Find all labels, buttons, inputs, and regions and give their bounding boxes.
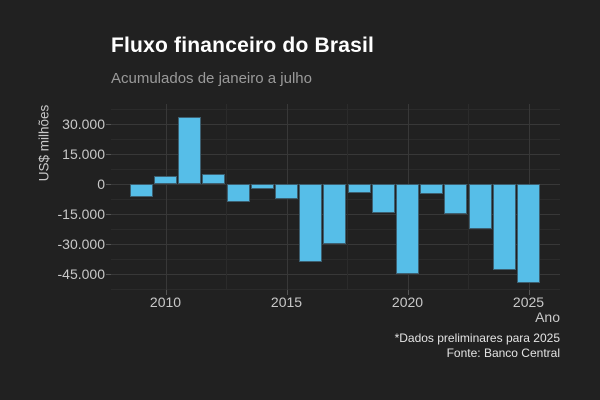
y-gridline-major [111,124,560,125]
y-gridline-minor [111,109,560,110]
chart-footer: *Dados preliminares para 2025 Fonte: Ban… [395,331,560,360]
x-tick-label: 2020 [391,294,424,310]
y-axis-tick [106,244,111,245]
bar-2014 [250,184,274,190]
x-gridline-major [165,104,167,290]
bar-2021 [420,184,444,194]
bar-2025 [517,184,540,283]
bar-2015 [275,184,298,199]
y-tick-label: -45.000 [57,265,105,282]
bar-2018 [347,184,371,193]
x-tick-label: 2025 [512,294,545,310]
y-axis-tick [106,124,111,125]
y-axis-tick [106,184,111,185]
y-tick-label: 30.000 [62,115,105,132]
bar-2016 [299,184,323,262]
x-axis-tick [165,290,167,295]
footer-note: *Dados preliminares para 2025 [394,331,560,345]
x-tick-label: 2015 [270,294,303,310]
y-axis-tick [106,154,111,155]
chart-subtitle: Acumulados de janeiro a julho [111,70,312,87]
footer-source: Fonte: Banco Central [446,345,560,360]
bar-2012 [202,174,226,184]
bar-2020 [396,184,419,274]
y-gridline-minor [111,169,560,170]
x-gridline-minor [226,104,227,290]
x-axis-tick [407,290,409,295]
y-tick-label: 15.000 [62,145,105,162]
y-gridline-major [111,244,560,245]
bar-2011 [178,117,202,184]
x-axis-tick [286,290,288,295]
chart-title: Fluxo financeiro do Brasil [111,34,375,57]
x-gridline-minor [347,104,348,290]
y-gridline-major [111,274,560,275]
y-axis-tick [106,274,111,275]
bar-2017 [323,184,347,245]
y-gridline-minor [111,139,560,140]
x-axis-tick [528,290,530,295]
bar-2019 [371,184,395,213]
x-tick-label: 2010 [149,294,182,310]
y-tick-label: 0 [97,175,105,192]
bar-2022 [444,184,468,214]
y-tick-label: -15.000 [57,205,105,222]
x-gridline-minor [468,104,469,290]
bar-2024 [492,184,516,271]
y-gridline-major [111,154,560,155]
y-gridline-minor [111,259,560,260]
y-gridline-minor [111,289,560,290]
x-axis-title: Ano [535,309,560,325]
bar-2013 [226,184,250,202]
bar-2023 [468,184,492,229]
y-tick-label: -30.000 [57,235,105,252]
bar-2010 [154,176,177,184]
bar-2009 [129,184,153,197]
y-axis-tick [106,214,111,215]
